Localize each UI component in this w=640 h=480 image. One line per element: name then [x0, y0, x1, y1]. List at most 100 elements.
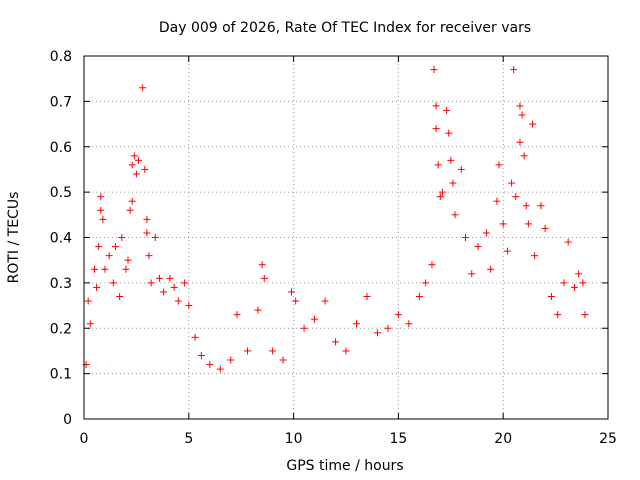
data-point — [499, 220, 507, 228]
data-point — [405, 320, 413, 328]
y-tick-label: 0.2 — [50, 321, 72, 337]
data-point — [109, 279, 117, 287]
data-point — [160, 288, 168, 296]
data-point — [443, 106, 451, 114]
data-point — [512, 193, 520, 201]
x-tick-label: 15 — [389, 431, 407, 447]
data-point — [516, 138, 524, 146]
data-point — [468, 270, 476, 278]
y-tick-label: 0.8 — [50, 49, 72, 65]
data-point — [139, 84, 147, 92]
data-point — [547, 292, 555, 300]
x-tick-label: 10 — [285, 431, 303, 447]
data-point — [151, 234, 159, 241]
data-point — [384, 324, 392, 332]
data-point — [508, 179, 516, 187]
data-point — [474, 243, 482, 251]
data-point — [111, 243, 119, 251]
data-point — [126, 206, 134, 214]
data-point — [90, 265, 98, 273]
axis-ticks: 0 5 10 15 20 25 0 0.1 0.2 0.3 0.4 0.5 0.6 0.7 0.8 — [50, 49, 617, 447]
data-point — [516, 102, 524, 110]
data-point — [279, 356, 287, 364]
data-point — [529, 120, 537, 128]
data-point — [300, 324, 308, 332]
data-point — [141, 165, 149, 173]
data-point — [143, 229, 151, 237]
data-point — [130, 152, 138, 160]
data-point — [145, 252, 153, 260]
x-tick-label: 5 — [184, 431, 193, 447]
data-point — [258, 261, 266, 269]
data-point — [216, 365, 224, 373]
plot-frame — [83, 55, 609, 420]
x-tick-label: 20 — [494, 431, 512, 447]
y-tick-label: 0.7 — [50, 94, 72, 110]
data-point — [122, 265, 130, 273]
x-axis-label: GPS time / hours — [286, 458, 403, 474]
data-point — [581, 311, 589, 319]
data-point — [166, 274, 174, 282]
data-point — [147, 279, 155, 287]
data-point — [155, 274, 163, 282]
data-point — [227, 356, 235, 364]
data-point — [373, 329, 381, 337]
data-point — [522, 202, 530, 210]
data-point — [541, 224, 549, 232]
data-point — [332, 338, 340, 346]
data-point — [524, 220, 532, 228]
data-point — [432, 102, 440, 110]
y-tick-label: 0.6 — [50, 140, 72, 156]
y-tick-label: 0.5 — [50, 185, 72, 201]
x-tick-label: 0 — [80, 431, 89, 447]
data-point — [170, 283, 178, 291]
grid — [84, 56, 608, 419]
data-point — [438, 188, 446, 196]
data-point — [447, 156, 455, 164]
data-point — [292, 297, 300, 305]
data-point — [185, 302, 193, 310]
data-point — [495, 161, 503, 169]
data-point — [554, 311, 562, 319]
y-axis-label: ROTI / TECUs — [6, 192, 22, 284]
data-point — [451, 211, 459, 219]
data-point — [191, 333, 199, 341]
data-point — [206, 361, 214, 369]
data-point — [520, 152, 528, 160]
data-point — [457, 165, 465, 173]
data-point — [575, 270, 583, 278]
data-point — [260, 274, 268, 282]
data-point — [537, 202, 545, 210]
data-points — [82, 66, 589, 373]
data-point — [97, 193, 105, 201]
data-point — [487, 265, 495, 273]
data-point — [95, 243, 103, 251]
data-point — [116, 292, 124, 300]
data-point — [461, 234, 469, 241]
data-point — [493, 197, 501, 205]
y-tick-label: 0.4 — [50, 231, 72, 247]
data-point — [254, 306, 262, 314]
data-point — [531, 252, 539, 260]
data-point — [134, 156, 142, 164]
data-point — [101, 265, 109, 273]
data-point — [128, 161, 136, 169]
data-point — [321, 297, 329, 305]
data-point — [197, 351, 205, 359]
data-point — [243, 347, 251, 355]
data-point — [174, 297, 182, 305]
data-point — [564, 238, 572, 246]
data-point — [445, 129, 453, 137]
data-point — [288, 288, 296, 296]
data-point — [97, 206, 105, 214]
y-tick-label: 0 — [63, 412, 72, 428]
data-point — [311, 315, 319, 323]
data-point — [99, 215, 107, 223]
data-point — [415, 292, 423, 300]
data-point — [428, 261, 436, 269]
data-point — [579, 279, 587, 287]
data-point — [352, 320, 360, 328]
data-point — [233, 311, 241, 319]
chart-title: Day 009 of 2026, Rate Of TEC Index for r… — [159, 20, 531, 36]
data-point — [422, 279, 430, 287]
